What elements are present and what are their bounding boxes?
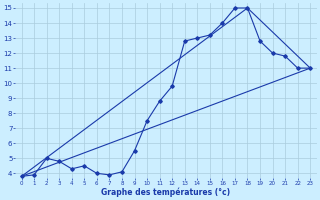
X-axis label: Graphe des températures (°c): Graphe des températures (°c) [101,187,230,197]
